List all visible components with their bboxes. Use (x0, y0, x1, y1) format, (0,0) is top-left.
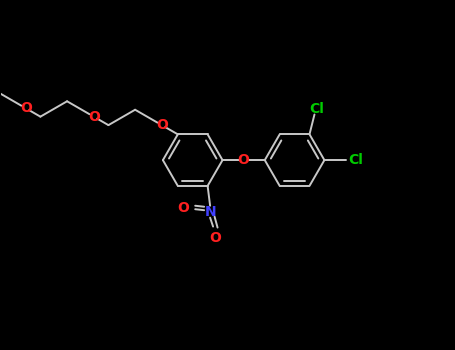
Text: O: O (177, 201, 189, 215)
Text: Cl: Cl (348, 153, 363, 167)
Text: O: O (20, 101, 32, 115)
Text: O: O (209, 231, 221, 245)
Text: O: O (88, 110, 100, 124)
Text: Cl: Cl (309, 102, 324, 116)
Text: N: N (204, 205, 216, 219)
Text: O: O (238, 153, 250, 167)
Text: O: O (156, 118, 168, 132)
